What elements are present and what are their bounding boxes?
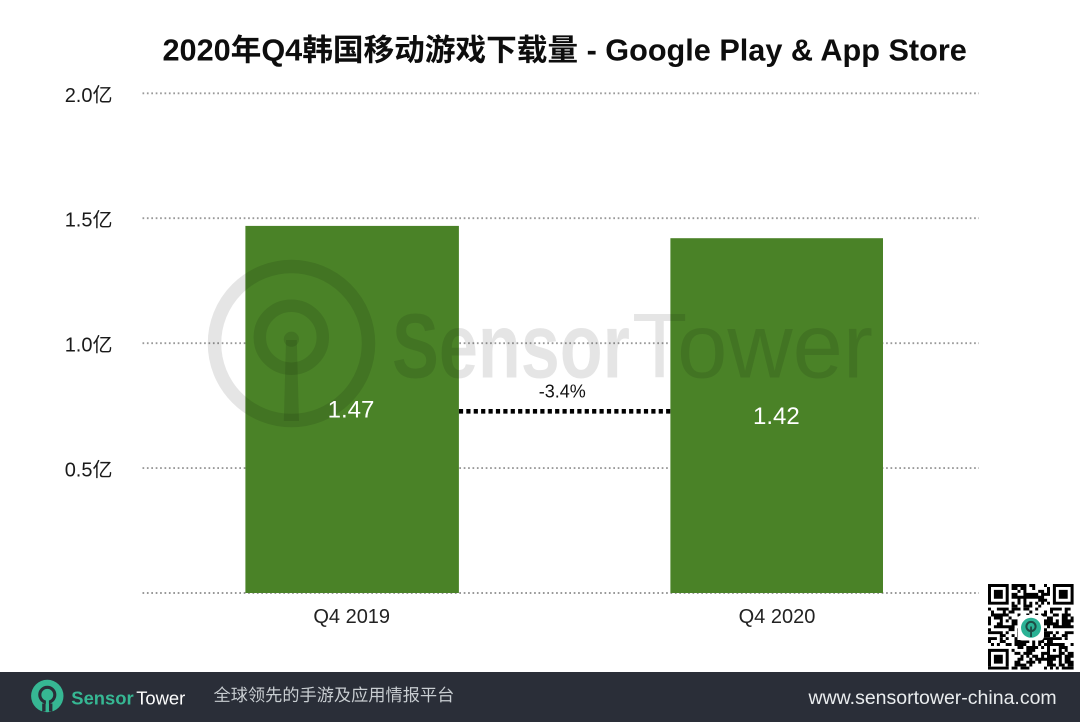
svg-text:2.0: 2.0	[65, 85, 93, 107]
svg-text:www.sensortower-china.com: www.sensortower-china.com	[808, 687, 1057, 709]
svg-text:1.5: 1.5	[65, 210, 93, 232]
svg-text:Tower: Tower	[632, 296, 873, 398]
svg-text:Tower: Tower	[136, 688, 185, 709]
svg-text:-3.4%: -3.4%	[539, 382, 586, 402]
svg-text:Q4 2019: Q4 2019	[313, 606, 390, 628]
svg-text:Sensor: Sensor	[392, 296, 630, 398]
svg-text:2020: 2020	[163, 34, 231, 68]
svg-text:- Google Play & App Store: - Google Play & App Store	[587, 34, 967, 68]
svg-text:Sensor: Sensor	[71, 688, 133, 709]
svg-text:Q4: Q4	[261, 34, 302, 68]
svg-text:0.5: 0.5	[65, 460, 93, 482]
svg-text:Q4 2020: Q4 2020	[739, 606, 816, 628]
svg-text:1.47: 1.47	[328, 397, 375, 424]
svg-text:1.42: 1.42	[753, 403, 800, 430]
svg-text:1.0: 1.0	[65, 335, 93, 357]
